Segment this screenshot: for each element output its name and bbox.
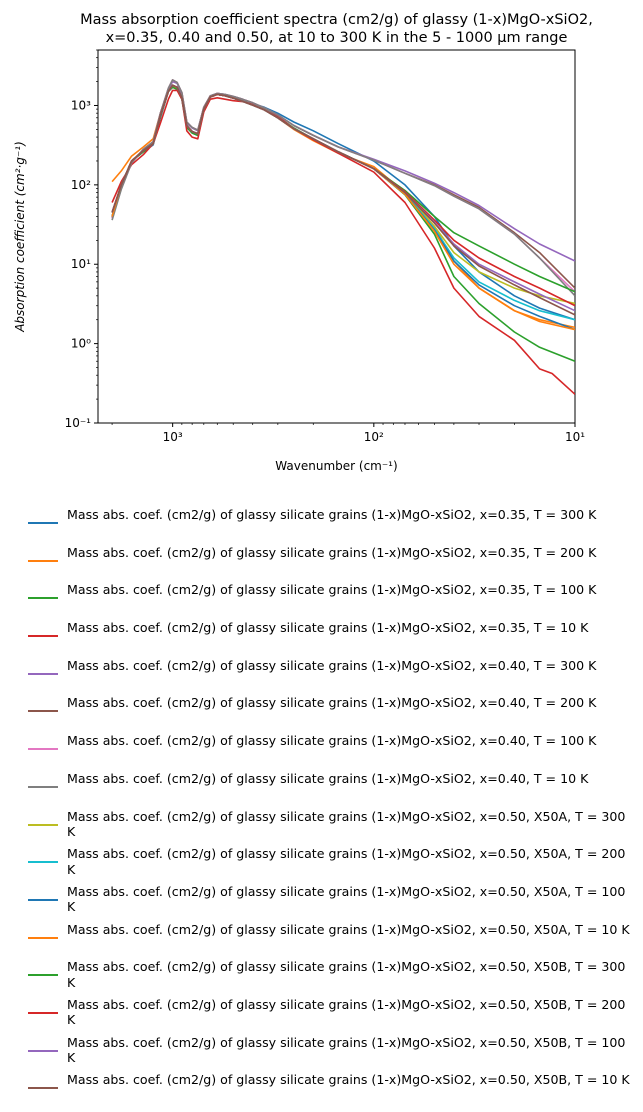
legend-swatch: [28, 1087, 58, 1090]
x-tick-label: 10³: [163, 430, 183, 444]
legend-label: Mass abs. coef. (cm2/g) of glassy silica…: [67, 1072, 630, 1088]
legend-swatch: [28, 710, 58, 713]
chart-title-line: Mass absorption coefficient spectra (cm2…: [80, 12, 593, 28]
legend-label: Mass abs. coef. (cm2/g) of glassy silica…: [67, 695, 597, 711]
legend-label: Mass abs. coef. (cm2/g) of glassy silica…: [67, 507, 597, 522]
legend-swatch: [28, 823, 58, 826]
legend-label: Mass abs. coef. (cm2/g) of glassy silica…: [67, 620, 589, 636]
legend-label: Mass abs. coef. (cm2/g) of glassy silica…: [67, 959, 626, 990]
series-line-8: [111, 79, 575, 297]
legend-label: Mass abs. coef. (cm2/g) of glassy silica…: [67, 921, 630, 937]
legend-swatch: [28, 635, 58, 638]
legend-item: Mass abs. coef. (cm2/g) of glassy silica…: [24, 620, 636, 658]
x-tick-label: 10²: [364, 430, 384, 444]
legend-swatch: [28, 1049, 58, 1052]
series-line-12: [111, 84, 575, 331]
legend-label: Mass abs. coef. (cm2/g) of glassy silica…: [67, 770, 589, 786]
legend-swatch: [28, 785, 58, 788]
legend-label: Mass abs. coef. (cm2/g) of glassy silica…: [67, 846, 626, 877]
y-axis: 10⁻¹ 10⁰ 10¹ 10² 10³: [65, 49, 98, 430]
legend-item: Mass abs. coef. (cm2/g) of glassy silica…: [24, 922, 636, 960]
legend-swatch: [28, 898, 58, 901]
legend-label: Mass abs. coef. (cm2/g) of glassy silica…: [67, 808, 626, 840]
legend-item: Mass abs. coef. (cm2/g) of glassy silica…: [24, 846, 636, 884]
legend-label: Mass abs. coef. (cm2/g) of glassy silica…: [67, 657, 597, 673]
legend: Mass abs. coef. (cm2/g) of glassy silica…: [24, 507, 636, 1110]
legend-swatch: [28, 597, 58, 600]
y-tick-label: 10¹: [71, 257, 91, 271]
y-tick-label: 10³: [71, 98, 91, 112]
legend-label: Mass abs. coef. (cm2/g) of glassy silica…: [67, 733, 597, 749]
chart: Mass absorption coefficient spectra (cm2…: [13, 12, 593, 473]
plot-area-frame: [97, 49, 576, 424]
legend-label: Mass abs. coef. (cm2/g) of glassy silica…: [67, 1034, 626, 1066]
legend-item: Mass abs. coef. (cm2/g) of glassy silica…: [24, 1072, 636, 1110]
legend-item: Mass abs. coef. (cm2/g) of glassy silica…: [24, 733, 636, 771]
legend-item: Mass abs. coef. (cm2/g) of glassy silica…: [24, 582, 636, 620]
legend-item: Mass abs. coef. (cm2/g) of glassy silica…: [24, 507, 636, 545]
legend-swatch: [28, 672, 58, 675]
series-layer: [111, 79, 575, 395]
legend-swatch: [28, 936, 58, 939]
y-tick-label: 10⁰: [71, 337, 91, 351]
chart-title-line: x=0.35, 0.40 and 0.50, at 10 to 300 K in…: [106, 30, 568, 46]
legend-item: Mass abs. coef. (cm2/g) of glassy silica…: [24, 884, 636, 922]
y-tick-label: 10⁻¹: [65, 416, 92, 430]
x-axis-label: Wavenumber (cm⁻¹): [275, 459, 397, 473]
series-line-2: [111, 85, 575, 329]
legend-item: Mass abs. coef. (cm2/g) of glassy silica…: [24, 695, 636, 733]
legend-swatch: [28, 861, 58, 864]
legend-item: Mass abs. coef. (cm2/g) of glassy silica…: [24, 1035, 636, 1073]
series-line-16: [111, 84, 575, 316]
legend-item: Mass abs. coef. (cm2/g) of glassy silica…: [24, 997, 636, 1035]
series-line-13: [111, 84, 575, 293]
y-tick-label: 10²: [71, 178, 91, 192]
legend-item: Mass abs. coef. (cm2/g) of glassy silica…: [24, 545, 636, 583]
series-line-5: [111, 80, 575, 262]
legend-swatch: [28, 974, 58, 977]
x-axis: 10³ 10² 10¹: [111, 423, 585, 444]
y-axis-label: Absorption coefficient (cm²·g⁻¹): [13, 141, 27, 333]
legend-label: Mass abs. coef. (cm2/g) of glassy silica…: [67, 544, 597, 560]
chart-title-group: Mass absorption coefficient spectra (cm2…: [80, 12, 593, 46]
legend-item: Mass abs. coef. (cm2/g) of glassy silica…: [24, 959, 636, 997]
series-line-3: [111, 86, 575, 362]
series-line-6: [111, 79, 575, 289]
series-line-11: [111, 84, 575, 331]
legend-swatch: [28, 1011, 58, 1014]
legend-swatch: [28, 748, 58, 751]
series-line-14: [111, 84, 575, 307]
series-line-9: [111, 84, 575, 305]
legend-swatch: [28, 522, 58, 524]
legend-item: Mass abs. coef. (cm2/g) of glassy silica…: [24, 658, 636, 696]
series-line-4: [111, 89, 575, 395]
x-tick-label: 10¹: [565, 430, 585, 444]
legend-label: Mass abs. coef. (cm2/g) of glassy silica…: [67, 582, 597, 598]
legend-item: Mass abs. coef. (cm2/g) of glassy silica…: [24, 809, 636, 847]
legend-label: Mass abs. coef. (cm2/g) of glassy silica…: [67, 996, 626, 1028]
series-line-15: [111, 84, 575, 312]
legend-label: Mass abs. coef. (cm2/g) of glassy silica…: [67, 883, 626, 915]
legend-item: Mass abs. coef. (cm2/g) of glassy silica…: [24, 771, 636, 809]
legend-swatch: [28, 559, 58, 562]
